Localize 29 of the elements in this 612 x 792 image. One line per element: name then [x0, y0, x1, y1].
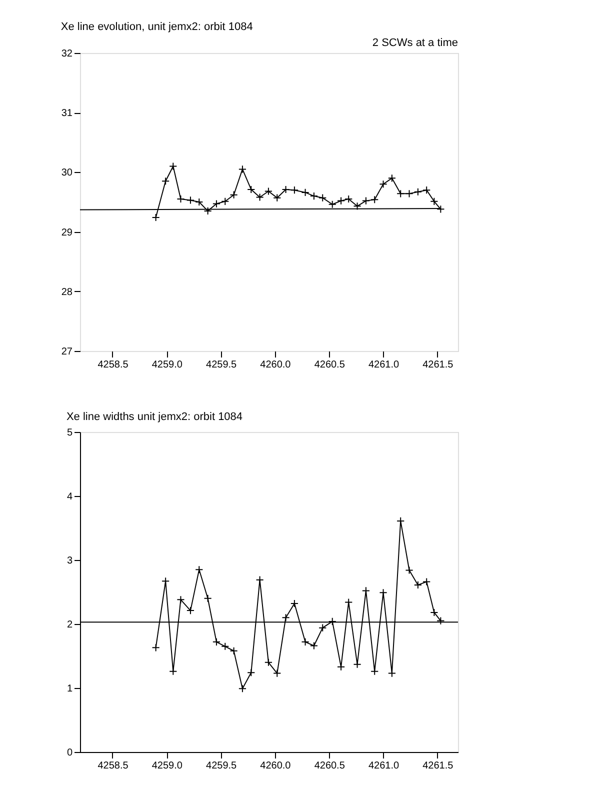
- y-tick-label: 28: [61, 286, 73, 298]
- x-tick-label: 4259.0: [152, 360, 183, 370]
- x-tick-label: 4261.0: [368, 760, 400, 772]
- x-tick-label: 4261.0: [368, 360, 400, 370]
- text: 2 SCWs at a time: [372, 37, 458, 49]
- y-tick-label: 0: [66, 748, 73, 758]
- x-tick-label: 4260.5: [314, 760, 346, 772]
- x-tick-label: 4261.5: [422, 760, 454, 772]
- x-tick-label: 4259.5: [206, 360, 238, 370]
- y-tick-label: 1: [66, 684, 73, 694]
- y-tick-label: 27: [61, 346, 73, 358]
- x-tick-label: 4260.0: [260, 360, 292, 370]
- chart-title: Xe line evolution, unit jemx2: orbit 1084: [60, 21, 253, 33]
- y-tick-label: 31: [61, 108, 73, 120]
- x-tick-label: 4259.5: [206, 760, 238, 772]
- chart-title: Xe line widths unit jemx2: orbit 1084: [66, 411, 243, 423]
- y-tick-label: 29: [61, 227, 73, 238]
- x-tick-label: 4259.0: [152, 760, 183, 772]
- x-tick-label: 4260.5: [314, 360, 346, 370]
- x-tick-label: 4258.5: [98, 360, 129, 370]
- y-tick-label: 5: [66, 428, 73, 438]
- x-tick-label: 4261.5: [422, 360, 454, 370]
- y-tick-label: 32: [61, 48, 73, 60]
- y-tick-label: 3: [66, 556, 73, 566]
- y-tick-label: 30: [61, 168, 73, 179]
- y-tick-label: 4: [66, 492, 73, 502]
- x-tick-label: 4260.0: [260, 760, 292, 772]
- x-tick-label: 4258.5: [98, 760, 129, 772]
- y-tick-label: 2: [66, 620, 73, 630]
